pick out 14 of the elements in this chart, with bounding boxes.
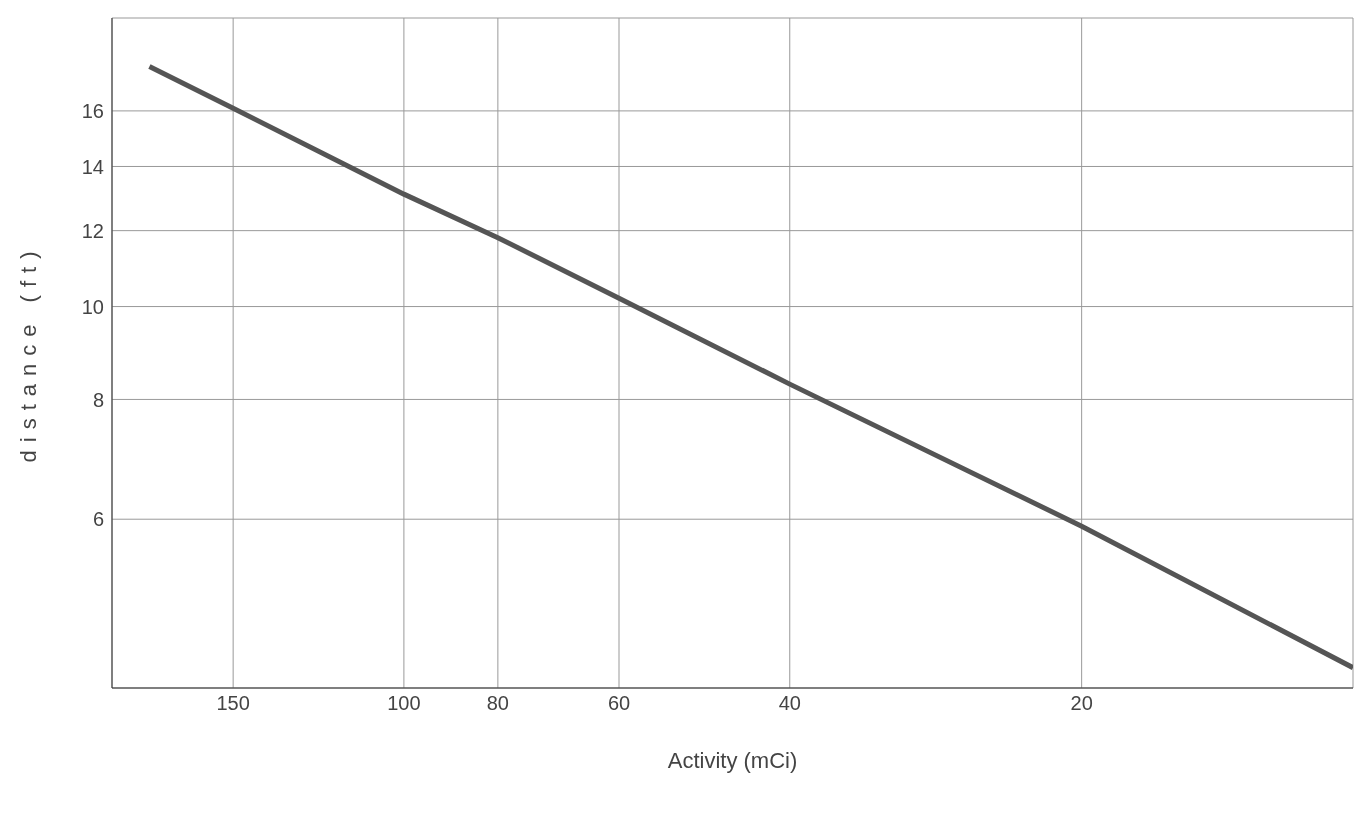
x-tick-label: 80 (486, 692, 509, 715)
y-tick-label: 12 (81, 219, 104, 242)
y-axis-title: distance (ft) (15, 243, 41, 463)
x-tick-label: 20 (1070, 692, 1093, 715)
y-tick-label: 8 (92, 388, 104, 411)
y-tick-label: 6 (92, 508, 104, 531)
x-axis-title: Activity (mCi) (667, 748, 798, 773)
x-tick-label: 40 (778, 692, 801, 715)
y-tick-label: 16 (81, 99, 104, 122)
y-tick-label: 14 (81, 155, 104, 178)
x-tick-label: 100 (387, 692, 421, 715)
x-tick-label: 60 (607, 692, 631, 715)
y-tick-label: 10 (81, 295, 104, 318)
x-tick-label: 150 (216, 692, 250, 715)
